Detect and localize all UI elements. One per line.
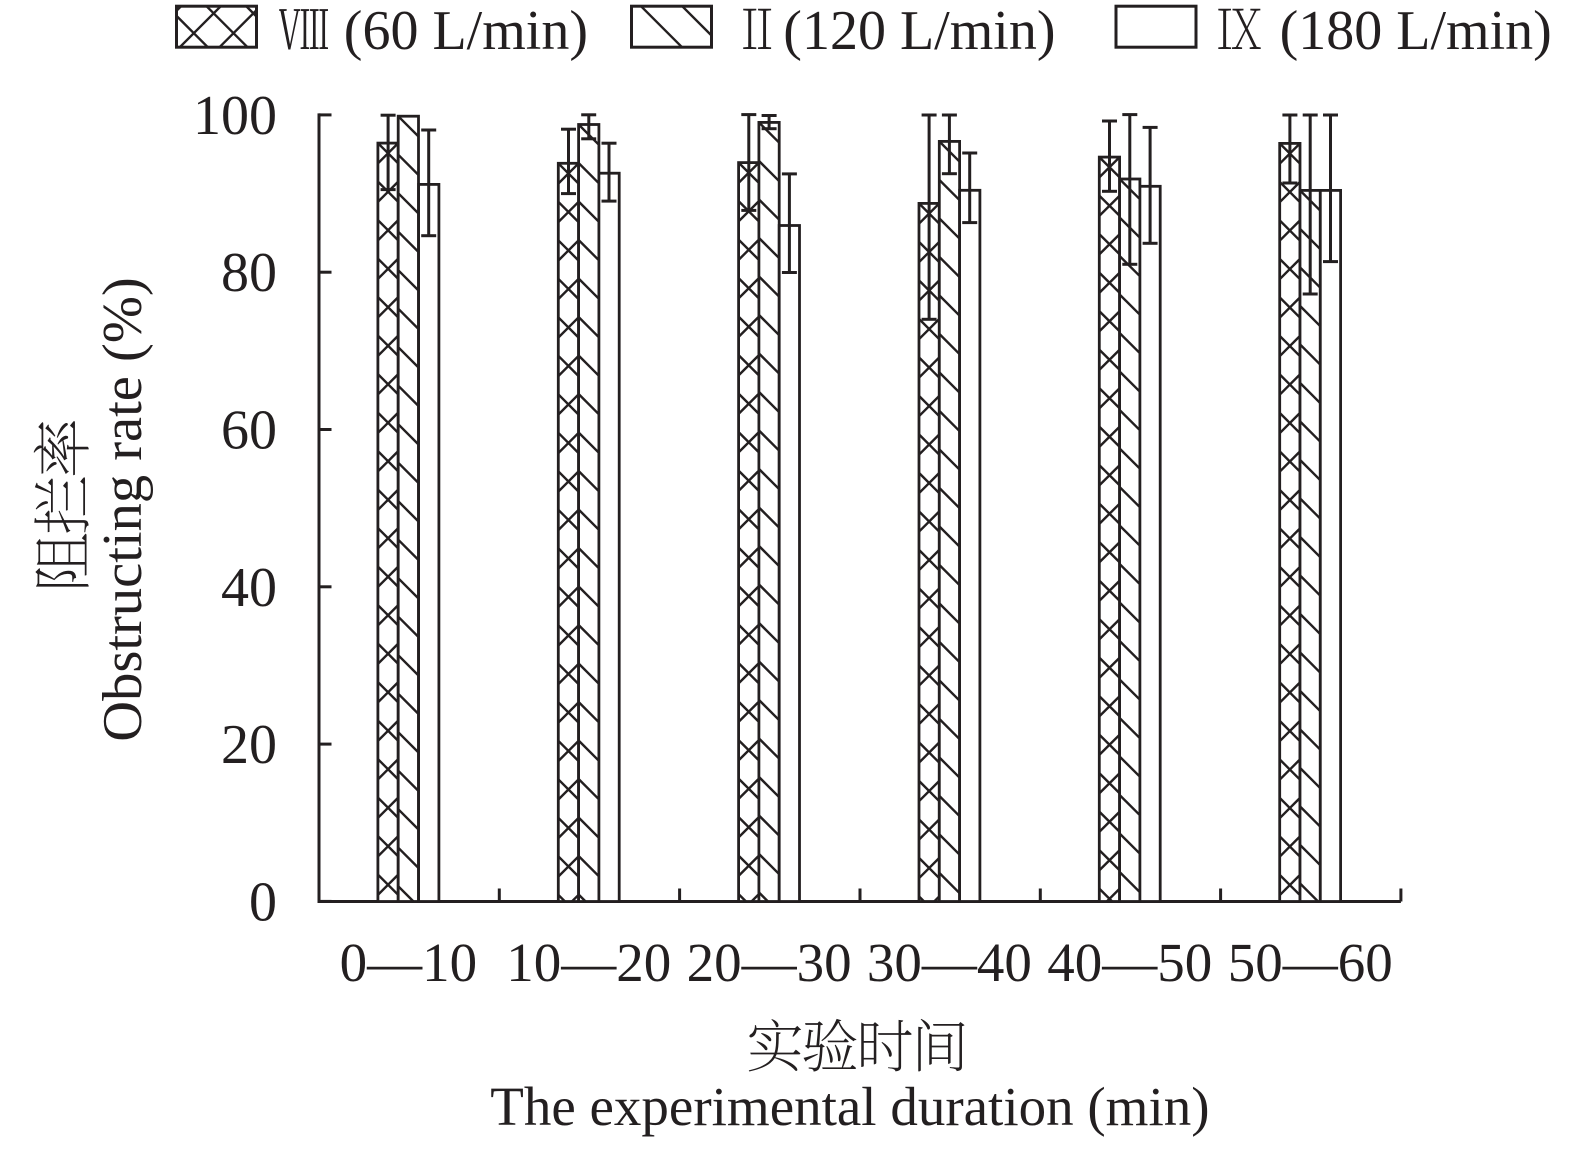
svg-text:50—60: 50—60 bbox=[1228, 932, 1393, 993]
svg-text:60: 60 bbox=[221, 400, 277, 462]
svg-text:80: 80 bbox=[221, 242, 277, 304]
svg-text:(60 L/min): (60 L/min) bbox=[344, 0, 588, 62]
svg-text:0—10: 0—10 bbox=[340, 932, 478, 993]
svg-text:0: 0 bbox=[249, 871, 277, 933]
svg-text:The experimental duration (min: The experimental duration (min) bbox=[490, 1076, 1209, 1137]
svg-text:30—40: 30—40 bbox=[867, 932, 1032, 993]
svg-text:(180 L/min): (180 L/min) bbox=[1280, 0, 1552, 62]
svg-text:(120 L/min): (120 L/min) bbox=[783, 0, 1055, 62]
svg-text:20: 20 bbox=[221, 714, 277, 776]
svg-text:40—50: 40—50 bbox=[1047, 932, 1212, 993]
svg-text:40: 40 bbox=[221, 557, 277, 619]
svg-text:20—30: 20—30 bbox=[687, 932, 852, 993]
svg-text:Obstructing rate (%): Obstructing rate (%) bbox=[92, 277, 154, 741]
svg-text:10—20: 10—20 bbox=[506, 932, 671, 993]
svg-text:100: 100 bbox=[193, 85, 277, 147]
